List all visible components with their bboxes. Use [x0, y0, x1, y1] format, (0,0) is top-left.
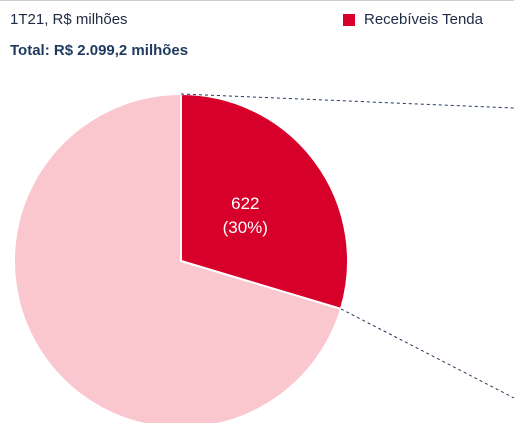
callout-line-1	[340, 308, 514, 399]
slice-value-label: 622	[231, 194, 259, 213]
top-rule	[0, 0, 514, 1]
legend-swatch	[343, 13, 355, 26]
callout-line-0	[180, 93, 514, 109]
chart-total: Total: R$ 2.099,2 milhões	[10, 42, 189, 59]
pie-slice-1	[13, 92, 343, 423]
legend: Recebíveis Tenda	[343, 11, 483, 28]
pie-slice-0	[180, 92, 349, 311]
legend-label: Recebíveis Tenda	[364, 11, 483, 28]
chart-subtitle: 1T21, R$ milhões	[10, 11, 128, 28]
slice-percent-label: (30%)	[223, 218, 268, 237]
